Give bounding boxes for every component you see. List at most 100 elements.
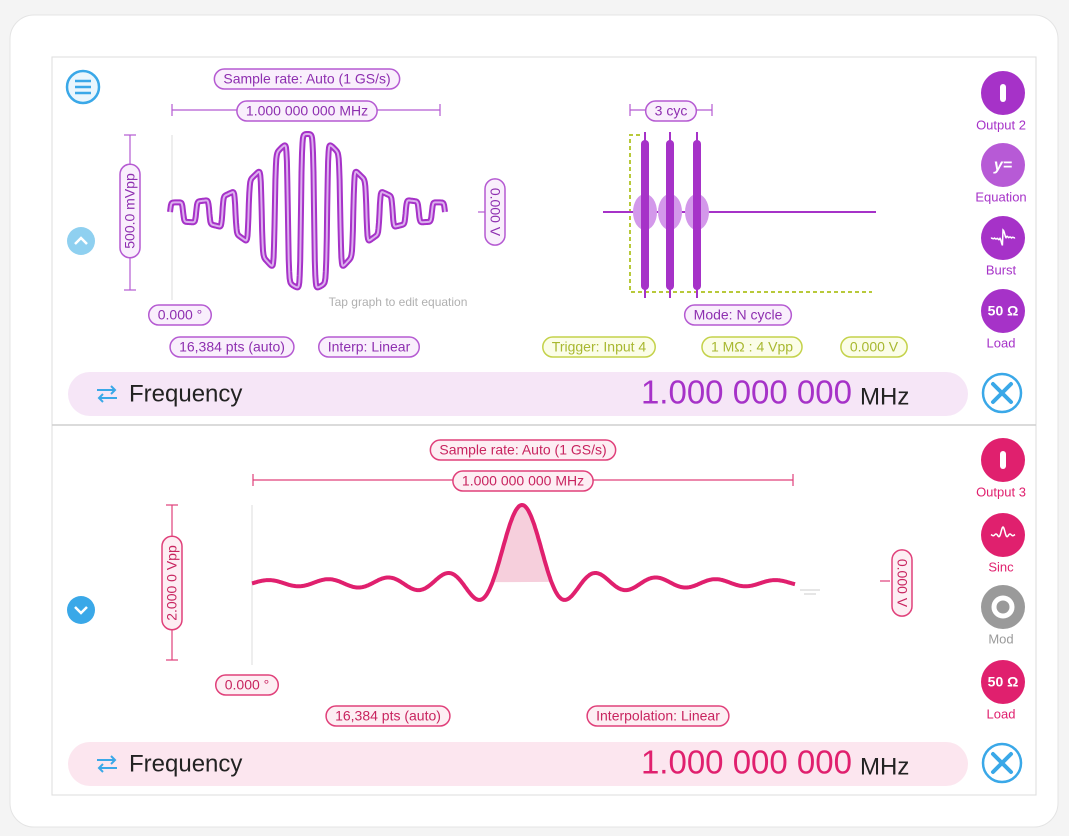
pill-background: [452, 470, 594, 492]
pill-background: [586, 705, 730, 727]
amplitude-pill-text: 2.000 0 Vpp: [164, 545, 180, 621]
pill-background: [429, 439, 617, 461]
side-button[interactable]: 50 Ω Load: [981, 660, 1025, 721]
mod-icon: [991, 595, 1015, 619]
button-circle: [981, 660, 1025, 704]
period-pill[interactable]: 1.000 000 000 MHz: [236, 100, 378, 122]
pill-background: [147, 304, 213, 326]
menu-button[interactable]: [65, 69, 101, 105]
tools-icon: [991, 752, 1013, 774]
parameter-value: 1.000 000 000: [641, 374, 852, 411]
collapse-button[interactable]: [67, 227, 95, 255]
period-pill[interactable]: 1.000 000 000 MHz: [452, 470, 594, 492]
button-icon-text: 50 Ω: [988, 303, 1019, 319]
amplitude-pill[interactable]: 2.000 0 Vpp: [161, 535, 183, 631]
interpolation-pill[interactable]: Interp: Linear: [318, 336, 420, 358]
offset-pill[interactable]: 0.000 V: [484, 178, 506, 246]
button-label: Equation: [975, 189, 1026, 204]
button-label: Load: [987, 335, 1016, 350]
sample-rate-pill[interactable]: Sample rate: Auto (1 GS/s): [429, 439, 617, 461]
button-circle: [981, 513, 1025, 557]
button-label: Output 2: [976, 117, 1026, 132]
side-button[interactable]: 50 Ω Load: [981, 289, 1025, 350]
tools-icon: [991, 382, 1013, 404]
button-icon-text: 50 Ω: [988, 674, 1019, 690]
sample-rate-pill[interactable]: Sample rate: Auto (1 GS/s): [213, 68, 401, 90]
parameter-name: Frequency: [129, 750, 242, 777]
side-button[interactable]: Burst: [981, 216, 1025, 277]
power-icon: [1000, 451, 1006, 469]
points-pill[interactable]: 16,384 pts (auto): [325, 705, 451, 727]
button-label: Burst: [986, 262, 1017, 277]
waveform-icon: [990, 228, 1016, 246]
waveform-highlight: [169, 133, 446, 289]
pill-background: [161, 535, 183, 631]
button-icon-text: y=: [993, 157, 1012, 174]
parameter-bar[interactable]: [68, 742, 968, 786]
button-circle: [981, 289, 1025, 333]
swap-icon: [97, 385, 117, 403]
pill-background: [213, 68, 401, 90]
level-pill-text: 0.000 V: [850, 339, 899, 355]
side-button[interactable]: Mod: [981, 585, 1025, 646]
button-label: Load: [987, 706, 1016, 721]
button-label: Mod: [988, 631, 1013, 646]
side-button[interactable]: Sinc: [981, 513, 1025, 574]
waveform: [250, 503, 797, 602]
phase-pill-text: 0.000 °: [158, 307, 203, 323]
pill-background: [683, 304, 793, 326]
waveform-icon: [990, 525, 1016, 538]
pill-background: [701, 336, 803, 358]
pill-background: [484, 178, 506, 246]
button-label: Sinc: [988, 559, 1014, 574]
main-lobe-fill: [492, 505, 552, 583]
offset-pill-text: 0.000 V: [894, 559, 910, 608]
pill-background: [214, 674, 280, 696]
pill-background: [325, 705, 451, 727]
period-pill-text: 1.000 000 000 MHz: [246, 103, 368, 119]
offset-pill-text: 0.000 V: [487, 188, 503, 237]
offset-pill[interactable]: 0.000 V: [891, 549, 913, 617]
points-pill[interactable]: 16,384 pts (auto): [169, 336, 295, 358]
phase-pill-text: 0.000 °: [225, 677, 270, 693]
side-button[interactable]: y= Equation: [975, 143, 1027, 204]
cycles-pill[interactable]: 3 cyc: [644, 100, 698, 122]
sample-rate-pill-text: Sample rate: Auto (1 GS/s): [223, 71, 390, 87]
mode-pill-text: Mode: N cycle: [694, 307, 783, 323]
mode-pill[interactable]: Mode: N cycle: [683, 304, 793, 326]
pill-background: [236, 100, 378, 122]
tools-button[interactable]: [981, 372, 1023, 414]
tools-button[interactable]: [981, 742, 1023, 784]
button-circle: [981, 143, 1025, 187]
amplitude-pill[interactable]: 500.0 mVpp: [119, 163, 141, 259]
parameter-name: Frequency: [129, 380, 242, 407]
hint: Tap graph to edit equation: [329, 295, 468, 309]
interpolation-pill[interactable]: Interpolation: Linear: [586, 705, 730, 727]
expand-button[interactable]: [67, 596, 95, 624]
pill-background: [891, 549, 913, 617]
pill-background: [840, 336, 908, 358]
parameter-value: 1.000 000 000: [641, 744, 852, 781]
phase-pill[interactable]: 0.000 °: [147, 304, 213, 326]
power-icon: [1000, 84, 1006, 102]
interpolation-pill-text: Interp: Linear: [328, 339, 411, 355]
phase-pill[interactable]: 0.000 °: [214, 674, 280, 696]
pill-background: [542, 336, 656, 358]
parameter-unit: MHz: [860, 753, 909, 780]
impedance-pill-text: 1 MΩ : 4 Vpp: [711, 339, 793, 355]
parameter-bar[interactable]: [68, 372, 968, 416]
trigger-pill-text: Trigger: Input 4: [552, 339, 647, 355]
period-pill-text: 1.000 000 000 MHz: [462, 473, 584, 489]
sample-rate-pill-text: Sample rate: Auto (1 GS/s): [439, 442, 606, 458]
button-label: Output 3: [976, 484, 1026, 499]
panel: [51, 56, 1037, 796]
level-pill[interactable]: 0.000 V: [840, 336, 908, 358]
amplitude-pill-text: 500.0 mVpp: [122, 173, 138, 249]
trigger-pill[interactable]: Trigger: Input 4: [542, 336, 656, 358]
points-pill-text: 16,384 pts (auto): [335, 708, 441, 724]
side-button[interactable]: Output 2: [976, 71, 1026, 132]
impedance-pill[interactable]: 1 MΩ : 4 Vpp: [701, 336, 803, 358]
side-button[interactable]: Output 3: [976, 438, 1026, 499]
trigger-line: [629, 134, 872, 293]
